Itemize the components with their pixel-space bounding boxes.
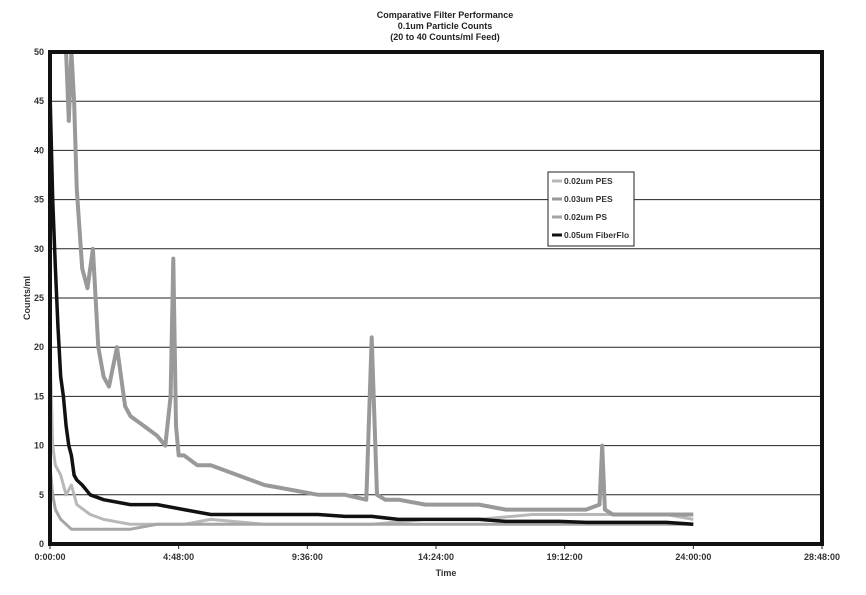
- x-tick-label: 28:48:00: [804, 552, 840, 562]
- legend-box: [547, 171, 635, 247]
- y-tick-label: 10: [34, 441, 44, 451]
- y-tick-label: 45: [34, 96, 44, 106]
- plot-frame: [48, 50, 824, 546]
- x-axis-title: Time: [436, 568, 457, 578]
- y-tick-label: 30: [34, 244, 44, 254]
- series-lines: [48, 50, 694, 531]
- y-tick-label: 35: [34, 195, 44, 205]
- y-tick-label: 50: [34, 47, 44, 57]
- x-tick-label: 9:36:00: [292, 552, 323, 562]
- y-tick-label: 40: [34, 145, 44, 155]
- legend-label: 0.02um PES: [564, 176, 613, 186]
- legend: 0.02um PES 0.03um PES 0.02um PS 0.05um Fibe…: [547, 171, 635, 247]
- legend-label: 0.02um PS: [564, 212, 607, 222]
- y-tick-label: 0: [39, 539, 44, 549]
- x-tick-label: 0:00:00: [34, 552, 65, 562]
- x-tick-label: 4:48:00: [163, 552, 194, 562]
- y-tick-label: 25: [34, 293, 44, 303]
- y-tick-label: 20: [34, 342, 44, 352]
- series-line-0-03um-pes: [64, 50, 694, 517]
- chart-subtitle-2: (20 to 40 Counts/ml Feed): [390, 32, 500, 42]
- series-line-0-02um-ps: [48, 465, 694, 531]
- chart-title: Comparative Filter Performance: [376, 10, 514, 20]
- y-tick-label: 5: [39, 490, 44, 500]
- x-tick-label: 24:00:00: [675, 552, 711, 562]
- chart-subtitle-1: 0.1um Particle Counts: [397, 21, 493, 31]
- series-line-0-05um-fiberflo: [48, 91, 694, 527]
- legend-label: 0.03um PES: [564, 194, 613, 204]
- y-axis-ticks: 0 5 10 15 20 25 30 35 40 45 50: [34, 47, 44, 549]
- x-axis-ticks: 0:00:00 4:48:00 9:36:00 14:24:00 19:12:00 24:…: [34, 544, 840, 562]
- y-axis-title: Counts/ml: [22, 276, 32, 320]
- legend-label: 0.05um FiberFlo: [564, 230, 629, 240]
- x-tick-label: 19:12:00: [547, 552, 583, 562]
- y-tick-label: 15: [34, 391, 44, 401]
- x-tick-label: 14:24:00: [418, 552, 454, 562]
